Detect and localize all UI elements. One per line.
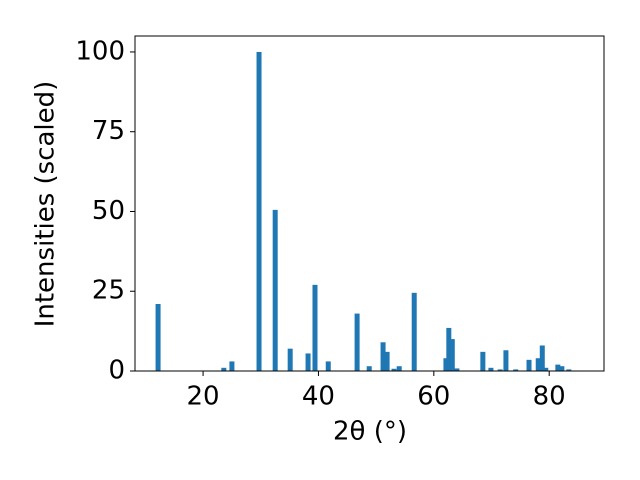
bar xyxy=(384,351,390,371)
y-tick-label: 50 xyxy=(92,196,125,226)
y-axis-label: Intensities (scaled) xyxy=(31,81,61,328)
plot-frame xyxy=(134,35,605,372)
bar xyxy=(497,369,503,371)
bar xyxy=(446,327,452,371)
bar xyxy=(229,361,235,371)
bar xyxy=(312,284,318,371)
bar xyxy=(155,304,161,371)
bar xyxy=(366,366,372,371)
bar xyxy=(256,51,262,371)
bar xyxy=(380,342,386,371)
x-tick-label: 40 xyxy=(302,382,335,412)
bar xyxy=(411,292,417,371)
bar xyxy=(503,350,509,371)
x-tick-label: 20 xyxy=(187,382,220,412)
bar xyxy=(555,364,561,371)
bar xyxy=(221,367,227,371)
bar xyxy=(526,359,532,371)
bar xyxy=(480,351,486,371)
x-axis-label: 2θ (°) xyxy=(333,417,407,447)
x-tick-label: 80 xyxy=(533,382,566,412)
bar xyxy=(449,339,455,371)
bar xyxy=(513,369,519,371)
bar xyxy=(396,366,402,371)
bar xyxy=(454,368,460,371)
y-tick-label: 100 xyxy=(75,36,125,66)
bar xyxy=(305,353,311,371)
bar xyxy=(488,367,494,371)
bar xyxy=(566,369,572,371)
bar xyxy=(535,358,541,371)
bar xyxy=(559,366,565,371)
bar xyxy=(354,313,360,371)
bar xyxy=(287,348,293,371)
bar xyxy=(443,358,449,371)
bar xyxy=(539,345,545,371)
bar xyxy=(325,361,331,371)
y-tick-label: 25 xyxy=(92,276,125,306)
bar xyxy=(543,367,549,371)
x-tick-label: 60 xyxy=(417,382,450,412)
y-tick-label: 0 xyxy=(108,356,125,386)
y-tick-label: 75 xyxy=(92,116,125,146)
bar xyxy=(391,368,397,371)
bar xyxy=(272,209,278,371)
